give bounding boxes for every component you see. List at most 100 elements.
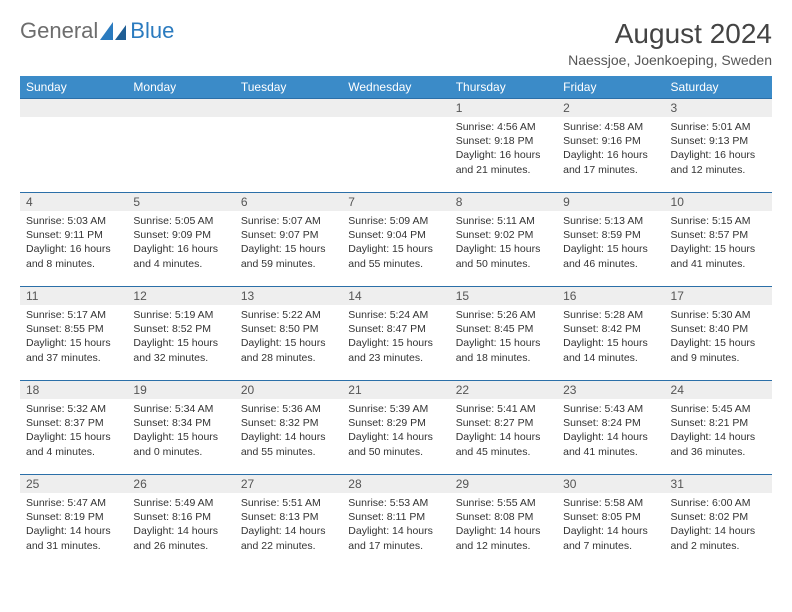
day-content: Sunrise: 5:24 AMSunset: 8:47 PMDaylight:…: [342, 305, 449, 368]
daylight-text: Daylight: 15 hours and 9 minutes.: [671, 336, 766, 364]
day-number: 31: [665, 475, 772, 493]
sunrise-text: Sunrise: 5:09 AM: [348, 214, 443, 228]
sunset-text: Sunset: 9:02 PM: [456, 228, 551, 242]
calendar-body: 1Sunrise: 4:56 AMSunset: 9:18 PMDaylight…: [20, 99, 772, 569]
day-number: 4: [20, 193, 127, 211]
sunset-text: Sunset: 8:11 PM: [348, 510, 443, 524]
day-number: 12: [127, 287, 234, 305]
day-content: Sunrise: 5:43 AMSunset: 8:24 PMDaylight:…: [557, 399, 664, 462]
day-content: Sunrise: 5:55 AMSunset: 8:08 PMDaylight:…: [450, 493, 557, 556]
day-number: 13: [235, 287, 342, 305]
day-header: Tuesday: [235, 76, 342, 99]
sunrise-text: Sunrise: 5:41 AM: [456, 402, 551, 416]
sunrise-text: Sunrise: 4:58 AM: [563, 120, 658, 134]
calendar-cell: 26Sunrise: 5:49 AMSunset: 8:16 PMDayligh…: [127, 475, 234, 569]
day-content: Sunrise: 5:28 AMSunset: 8:42 PMDaylight:…: [557, 305, 664, 368]
day-number: 23: [557, 381, 664, 399]
sunrise-text: Sunrise: 5:45 AM: [671, 402, 766, 416]
sunrise-text: Sunrise: 5:32 AM: [26, 402, 121, 416]
calendar-cell: 15Sunrise: 5:26 AMSunset: 8:45 PMDayligh…: [450, 287, 557, 381]
sunrise-text: Sunrise: 5:53 AM: [348, 496, 443, 510]
calendar-cell: 16Sunrise: 5:28 AMSunset: 8:42 PMDayligh…: [557, 287, 664, 381]
day-content: Sunrise: 5:11 AMSunset: 9:02 PMDaylight:…: [450, 211, 557, 274]
location-text: Naessjoe, Joenkoeping, Sweden: [568, 52, 772, 68]
sunset-text: Sunset: 9:11 PM: [26, 228, 121, 242]
daylight-text: Daylight: 16 hours and 4 minutes.: [133, 242, 228, 270]
calendar-week-row: 1Sunrise: 4:56 AMSunset: 9:18 PMDaylight…: [20, 99, 772, 193]
sunset-text: Sunset: 8:24 PM: [563, 416, 658, 430]
day-number: 6: [235, 193, 342, 211]
calendar-cell: 20Sunrise: 5:36 AMSunset: 8:32 PMDayligh…: [235, 381, 342, 475]
sunset-text: Sunset: 9:04 PM: [348, 228, 443, 242]
day-header: Friday: [557, 76, 664, 99]
sunrise-text: Sunrise: 5:43 AM: [563, 402, 658, 416]
day-content: Sunrise: 6:00 AMSunset: 8:02 PMDaylight:…: [665, 493, 772, 556]
sunset-text: Sunset: 8:08 PM: [456, 510, 551, 524]
sunrise-text: Sunrise: 5:58 AM: [563, 496, 658, 510]
sunset-text: Sunset: 8:40 PM: [671, 322, 766, 336]
sunset-text: Sunset: 8:05 PM: [563, 510, 658, 524]
sunset-text: Sunset: 8:59 PM: [563, 228, 658, 242]
sunrise-text: Sunrise: 5:17 AM: [26, 308, 121, 322]
day-number: 10: [665, 193, 772, 211]
day-number: 30: [557, 475, 664, 493]
sunrise-text: Sunrise: 5:34 AM: [133, 402, 228, 416]
day-content: Sunrise: 5:26 AMSunset: 8:45 PMDaylight:…: [450, 305, 557, 368]
calendar-cell: 13Sunrise: 5:22 AMSunset: 8:50 PMDayligh…: [235, 287, 342, 381]
daylight-text: Daylight: 15 hours and 28 minutes.: [241, 336, 336, 364]
day-header: Saturday: [665, 76, 772, 99]
sunrise-text: Sunrise: 5:28 AM: [563, 308, 658, 322]
calendar-cell: 8Sunrise: 5:11 AMSunset: 9:02 PMDaylight…: [450, 193, 557, 287]
daylight-text: Daylight: 15 hours and 0 minutes.: [133, 430, 228, 458]
day-number: 22: [450, 381, 557, 399]
sunrise-text: Sunrise: 5:24 AM: [348, 308, 443, 322]
sunrise-text: Sunrise: 5:15 AM: [671, 214, 766, 228]
calendar-cell: 4Sunrise: 5:03 AMSunset: 9:11 PMDaylight…: [20, 193, 127, 287]
daylight-text: Daylight: 15 hours and 37 minutes.: [26, 336, 121, 364]
day-content: Sunrise: 5:39 AMSunset: 8:29 PMDaylight:…: [342, 399, 449, 462]
calendar-cell: 6Sunrise: 5:07 AMSunset: 9:07 PMDaylight…: [235, 193, 342, 287]
daylight-text: Daylight: 15 hours and 23 minutes.: [348, 336, 443, 364]
sunrise-text: Sunrise: 5:05 AM: [133, 214, 228, 228]
sunset-text: Sunset: 8:27 PM: [456, 416, 551, 430]
day-number: 14: [342, 287, 449, 305]
daylight-text: Daylight: 14 hours and 2 minutes.: [671, 524, 766, 552]
sunrise-text: Sunrise: 5:11 AM: [456, 214, 551, 228]
day-content: Sunrise: 5:41 AMSunset: 8:27 PMDaylight:…: [450, 399, 557, 462]
sunrise-text: Sunrise: 5:07 AM: [241, 214, 336, 228]
day-number: 18: [20, 381, 127, 399]
sunrise-text: Sunrise: 5:49 AM: [133, 496, 228, 510]
day-content: Sunrise: 5:51 AMSunset: 8:13 PMDaylight:…: [235, 493, 342, 556]
day-content: Sunrise: 4:56 AMSunset: 9:18 PMDaylight:…: [450, 117, 557, 180]
title-block: August 2024 Naessjoe, Joenkoeping, Swede…: [568, 18, 772, 68]
daylight-text: Daylight: 14 hours and 36 minutes.: [671, 430, 766, 458]
daylight-text: Daylight: 14 hours and 41 minutes.: [563, 430, 658, 458]
day-number: 5: [127, 193, 234, 211]
calendar-header-row: SundayMondayTuesdayWednesdayThursdayFrid…: [20, 76, 772, 99]
calendar-cell: 28Sunrise: 5:53 AMSunset: 8:11 PMDayligh…: [342, 475, 449, 569]
calendar-cell: 24Sunrise: 5:45 AMSunset: 8:21 PMDayligh…: [665, 381, 772, 475]
daylight-text: Daylight: 15 hours and 4 minutes.: [26, 430, 121, 458]
day-header: Thursday: [450, 76, 557, 99]
sunset-text: Sunset: 9:16 PM: [563, 134, 658, 148]
calendar-cell: 5Sunrise: 5:05 AMSunset: 9:09 PMDaylight…: [127, 193, 234, 287]
day-number: 20: [235, 381, 342, 399]
sunset-text: Sunset: 8:55 PM: [26, 322, 121, 336]
sunset-text: Sunset: 8:02 PM: [671, 510, 766, 524]
day-header: Sunday: [20, 76, 127, 99]
sail-icon: [100, 22, 128, 40]
day-content: Sunrise: 5:03 AMSunset: 9:11 PMDaylight:…: [20, 211, 127, 274]
daylight-text: Daylight: 14 hours and 12 minutes.: [456, 524, 551, 552]
day-number-empty: [127, 99, 234, 117]
sunrise-text: Sunrise: 4:56 AM: [456, 120, 551, 134]
calendar-week-row: 11Sunrise: 5:17 AMSunset: 8:55 PMDayligh…: [20, 287, 772, 381]
day-number: 26: [127, 475, 234, 493]
sunrise-text: Sunrise: 5:03 AM: [26, 214, 121, 228]
daylight-text: Daylight: 15 hours and 41 minutes.: [671, 242, 766, 270]
sunset-text: Sunset: 8:57 PM: [671, 228, 766, 242]
day-content: Sunrise: 5:53 AMSunset: 8:11 PMDaylight:…: [342, 493, 449, 556]
header: General Blue August 2024 Naessjoe, Joenk…: [20, 18, 772, 68]
calendar-cell: 12Sunrise: 5:19 AMSunset: 8:52 PMDayligh…: [127, 287, 234, 381]
day-content: Sunrise: 5:30 AMSunset: 8:40 PMDaylight:…: [665, 305, 772, 368]
sunset-text: Sunset: 8:42 PM: [563, 322, 658, 336]
